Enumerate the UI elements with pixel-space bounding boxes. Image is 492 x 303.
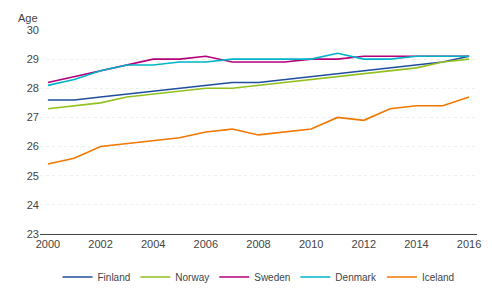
- svg-text:Iceland: Iceland: [422, 272, 454, 283]
- svg-text:2000: 2000: [36, 238, 60, 250]
- svg-text:27: 27: [27, 111, 39, 123]
- svg-text:2002: 2002: [88, 238, 112, 250]
- svg-text:Age: Age: [18, 12, 38, 24]
- svg-text:2012: 2012: [352, 238, 376, 250]
- svg-text:28: 28: [27, 82, 39, 94]
- svg-text:Denmark: Denmark: [335, 272, 377, 283]
- svg-text:23: 23: [27, 228, 39, 240]
- svg-text:Finland: Finland: [98, 272, 131, 283]
- svg-text:2010: 2010: [299, 238, 323, 250]
- svg-text:Sweden: Sweden: [254, 272, 290, 283]
- svg-text:26: 26: [27, 140, 39, 152]
- svg-text:30: 30: [27, 24, 39, 36]
- svg-text:24: 24: [27, 199, 39, 211]
- svg-text:25: 25: [27, 170, 39, 182]
- svg-text:2016: 2016: [457, 238, 481, 250]
- svg-text:29: 29: [27, 53, 39, 65]
- svg-text:2014: 2014: [404, 238, 428, 250]
- svg-text:2004: 2004: [141, 238, 165, 250]
- svg-text:2008: 2008: [246, 238, 270, 250]
- svg-text:2006: 2006: [194, 238, 218, 250]
- svg-text:Norway: Norway: [175, 272, 209, 283]
